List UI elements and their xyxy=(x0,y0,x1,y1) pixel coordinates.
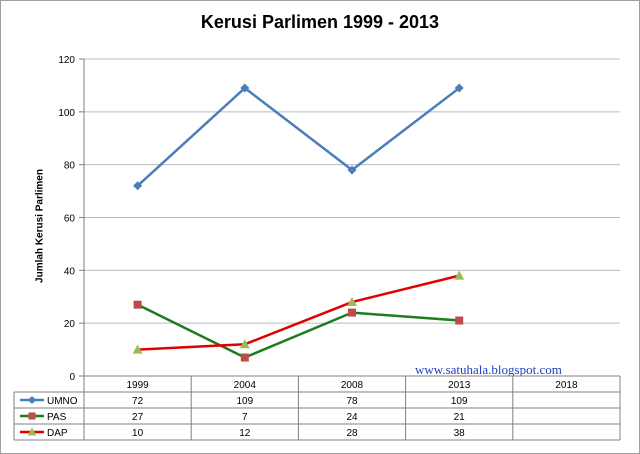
data-label-umno-2004: 109 xyxy=(236,396,253,407)
data-label-pas-2004: 7 xyxy=(242,412,248,423)
data-label-pas-2013: 21 xyxy=(454,412,466,423)
data-label-pas-2008: 24 xyxy=(346,412,358,423)
data-label-umno-2013: 109 xyxy=(451,396,468,407)
series-line-pas xyxy=(137,303,460,359)
legend-key-marker-umno xyxy=(28,396,36,404)
legend-key-marker-dap xyxy=(27,427,37,436)
point-umno-2004 xyxy=(240,83,250,93)
legend-label-umno: UMNO xyxy=(47,396,78,407)
data-label-dap-2013: 38 xyxy=(454,428,466,439)
legend-key-marker-pas xyxy=(28,412,36,420)
x-category-label-2008: 2008 xyxy=(341,380,364,391)
watermark-annotation: www.satuhala.blogspot.com xyxy=(415,362,562,377)
point-dap-2004 xyxy=(239,339,250,349)
y-tick-label-60: 60 xyxy=(64,214,76,225)
point-dap-2008 xyxy=(347,297,357,307)
y-tick-label-100: 100 xyxy=(58,108,75,119)
point-umno-2008 xyxy=(347,165,357,175)
data-label-dap-2004: 12 xyxy=(239,428,251,439)
series-line-umno xyxy=(136,86,460,187)
gridlines xyxy=(84,58,620,324)
legend-label-dap: DAP xyxy=(47,428,68,439)
y-tick-label-0: 0 xyxy=(69,372,75,383)
y-tick-label-40: 40 xyxy=(64,266,76,277)
data-label-dap-2008: 28 xyxy=(346,428,358,439)
series-lines xyxy=(132,83,465,362)
x-category-label-2013: 2013 xyxy=(448,380,471,391)
y-tick-label-20: 20 xyxy=(64,319,76,330)
point-pas-2013 xyxy=(455,316,464,325)
axes xyxy=(79,58,620,377)
legend-label-pas: PAS xyxy=(47,412,67,423)
data-label-umno-2008: 78 xyxy=(346,396,358,407)
point-pas-2008 xyxy=(348,308,356,317)
point-dap-2013 xyxy=(454,270,465,280)
data-label-pas-1999: 27 xyxy=(132,412,144,423)
data-table: 1999 2004 2008 2013 2018 UMNO 72 109 78 109 PAS 27 7… xyxy=(13,376,621,441)
point-umno-2013 xyxy=(454,83,464,93)
x-category-label-2018: 2018 xyxy=(555,380,578,391)
point-pas-2004 xyxy=(240,353,249,362)
y-tick-label-120: 120 xyxy=(58,55,75,66)
y-tick-label-80: 80 xyxy=(64,161,76,172)
point-pas-1999 xyxy=(133,300,142,309)
point-dap-1999 xyxy=(132,344,143,354)
data-label-dap-1999: 10 xyxy=(132,428,144,439)
chart-title: Kerusi Parlimen 1999 - 2013 xyxy=(200,12,440,32)
series-line-dap xyxy=(137,274,460,351)
x-category-label-1999: 1999 xyxy=(126,380,149,391)
y-tick-labels: 0 20 40 60 80 100 120 xyxy=(58,55,75,383)
x-category-label-2004: 2004 xyxy=(234,380,257,391)
point-umno-1999 xyxy=(133,181,143,191)
data-label-umno-1999: 72 xyxy=(132,396,144,407)
